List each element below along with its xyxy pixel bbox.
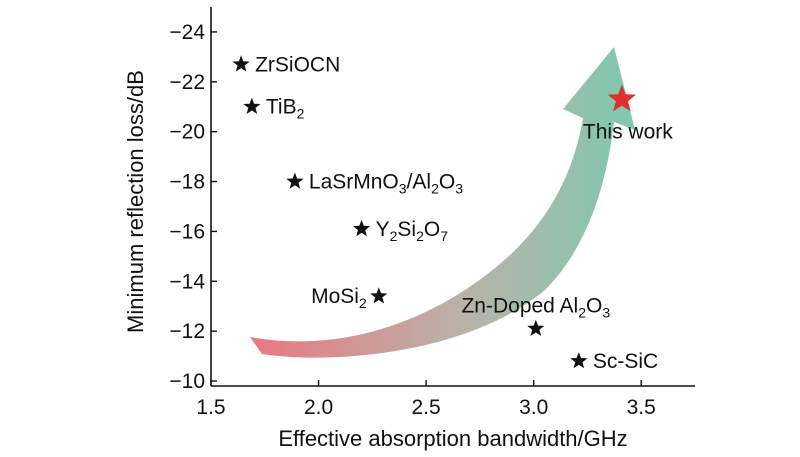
point-label-sc-sic: Sc-SiC [593, 350, 658, 373]
star-marker-this-work [607, 84, 637, 112]
label-text: Zn-Doped Al [461, 295, 578, 318]
label-subscript: 3 [399, 181, 407, 197]
point-label-tib2: TiB2 [266, 96, 305, 122]
point-sc-sic: Sc-SiC [570, 350, 658, 373]
y-tick-label: −14 [169, 270, 205, 293]
y-axis-title: Minimum reflection loss/dB [123, 70, 148, 333]
label-text: O [424, 218, 440, 241]
x-tick-label: 2.0 [304, 396, 333, 419]
star-marker-y2si2o7 [353, 219, 371, 237]
point-label-zrsiocn: ZrSiOCN [255, 53, 340, 76]
label-text: O [439, 171, 455, 194]
point-this-work: This work [583, 84, 673, 143]
point-tib2: TiB2 [243, 96, 305, 122]
point-zrsiocn: ZrSiOCN [232, 53, 340, 76]
point-lasrmno3-al2o3: LaSrMnO3/Al2O3 [286, 171, 463, 197]
point-label-this-work: This work [583, 120, 673, 143]
label-text: LaSrMnO [309, 171, 399, 194]
x-tick-label: 3.0 [519, 396, 548, 419]
label-subscript: 2 [390, 228, 398, 244]
plot-frame [210, 7, 695, 387]
y-tick-label: −24 [169, 21, 205, 44]
label-subscript: 7 [440, 228, 448, 244]
y-tick-label: −10 [169, 370, 205, 393]
label-text: Sc-SiC [593, 350, 658, 373]
star-marker-zrsiocn [232, 55, 250, 72]
y-tick-label: −22 [169, 71, 205, 94]
point-label-mosi2: MoSi2 [311, 285, 367, 311]
x-tick-label: 1.5 [196, 396, 225, 419]
label-subscript: 2 [578, 305, 586, 321]
y-axis-ticks: −10 −12 −14 −16 −18 −20 −22 −24 [169, 21, 217, 393]
label-text: ZrSiOCN [255, 53, 340, 76]
label-text: Y [376, 218, 390, 241]
label-subscript: 3 [602, 305, 610, 321]
point-zn-doped-al2o3: Zn-Doped Al2O3 [461, 295, 610, 336]
star-marker-sc-sic [570, 352, 588, 369]
label-subscript: 2 [416, 228, 424, 244]
x-tick-label: 3.5 [627, 396, 656, 419]
point-label-zn-doped-al2o3: Zn-Doped Al2O3 [461, 295, 610, 321]
label-text: Si [397, 218, 416, 241]
point-y2si2o7: Y2Si2O7 [353, 218, 448, 244]
star-marker-lasrmno3-al2o3 [286, 172, 304, 189]
point-mosi2: MoSi2 [311, 285, 388, 311]
label-text: O [586, 295, 602, 318]
star-marker-tib2 [243, 97, 261, 114]
label-subscript: 2 [297, 106, 305, 122]
trend-arrow [250, 47, 635, 358]
star-marker-zn-doped-al2o3 [527, 319, 545, 336]
label-text: TiB [266, 96, 297, 119]
point-label-y2si2o7: Y2Si2O7 [376, 218, 449, 244]
y-tick-label: −20 [169, 121, 205, 144]
label-text: MoSi [311, 285, 359, 308]
label-text: This work [583, 120, 673, 143]
y-tick-label: −18 [169, 171, 205, 194]
label-text: /Al [407, 171, 432, 194]
star-marker-mosi2 [370, 287, 388, 304]
point-label-lasrmno3-al2o3: LaSrMnO3/Al2O3 [309, 171, 463, 197]
x-axis-ticks: 1.5 2.0 2.5 3.0 3.5 [196, 380, 656, 419]
y-tick-label: −16 [169, 220, 205, 243]
x-tick-label: 2.5 [412, 396, 441, 419]
y-tick-label: −12 [169, 320, 205, 343]
label-subscript: 3 [455, 181, 463, 197]
x-axis-title: Effective absorption bandwidth/GHz [278, 426, 627, 451]
label-subscript: 2 [431, 181, 439, 197]
label-subscript: 2 [359, 295, 367, 311]
